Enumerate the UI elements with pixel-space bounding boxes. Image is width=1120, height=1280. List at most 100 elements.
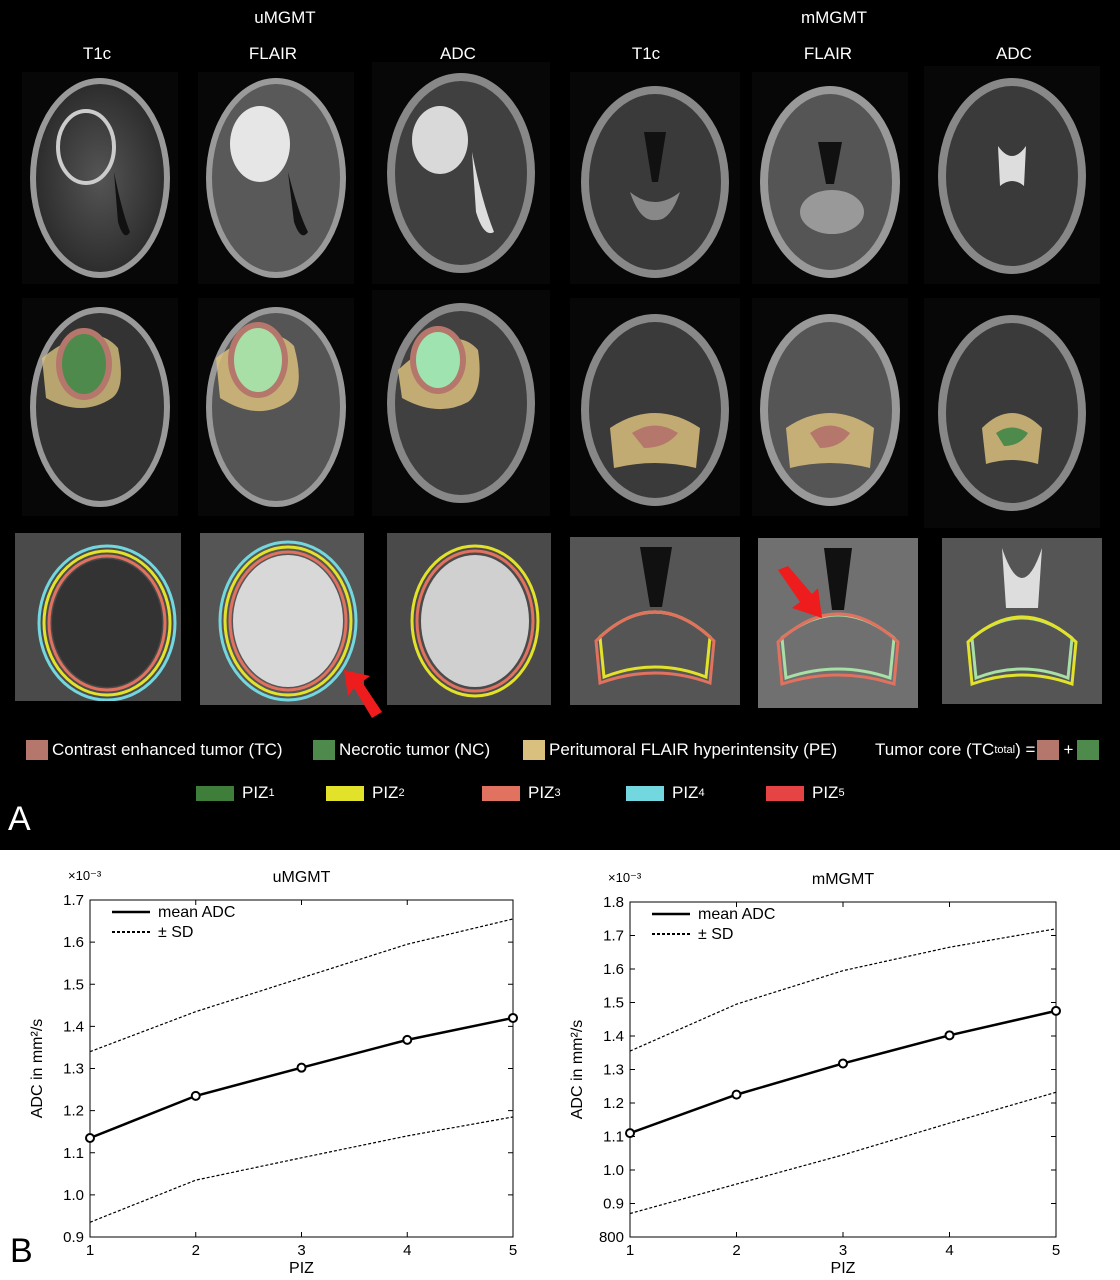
piz-zoom-mmgmt-adc: [942, 538, 1102, 704]
chart0-ylabel: ADC in mm²/s: [29, 1019, 46, 1119]
chart0-xtick-label: 1: [86, 1242, 94, 1259]
chart0-ytick-label: 1.0: [63, 1187, 84, 1204]
chart1-title: mMGMT: [812, 871, 874, 888]
chart0-multiplier: ×10⁻³: [68, 868, 102, 883]
panel-b: 0.9 1.0 1.1 1.2 1.3 1.4 1.5 1.6 1.7 1 2 3 4 5 uMGMT PIZ…: [0, 850, 1120, 1280]
chart0-xtick-label: 2: [192, 1242, 200, 1259]
piz-zoom-mmgmt-flair: [758, 538, 918, 708]
chart1-series-line-1: [629, 928, 1057, 1052]
column-label-adc-m: ADC: [996, 44, 1032, 63]
chart-umgmt: 0.9 1.0 1.1 1.2 1.3 1.4 1.5 1.6 1.7 1 2 3 4 5 uMGMT PIZ…: [29, 868, 518, 1277]
chart0-xtick-label: 5: [509, 1242, 517, 1259]
piz-legend-1: PIZ 1: [196, 783, 275, 803]
piz-zoom-umgmt-adc: [387, 533, 551, 705]
tumor-core-prefix: Tumor core (TC: [875, 740, 995, 759]
piz-swatch-3: [482, 785, 520, 801]
mri-mmgmt-t1c: [570, 72, 740, 284]
tumor-core-swatch-nc: [1077, 740, 1100, 760]
chart1-xtick-label: 4: [945, 1242, 953, 1259]
chart0-ytick-label: 1.2: [63, 1103, 84, 1120]
chart0-xtick-label: 4: [403, 1242, 411, 1259]
chart1-ytick-label: 800: [599, 1229, 624, 1246]
chart0-ytick-label: 1.5: [63, 976, 84, 993]
mri-umgmt-adc-segmented: [372, 290, 550, 516]
chart1-ytick-label: 1.3: [603, 1062, 624, 1079]
tumor-core-plus: +: [1063, 740, 1074, 759]
mri-umgmt-t1c: [22, 72, 178, 284]
piz-label-3: PIZ: [528, 783, 555, 802]
chart1-ytick-label: 1.8: [603, 894, 624, 911]
chart1-ytick-label: 1.2: [603, 1095, 624, 1112]
piz-label-4: PIZ: [672, 783, 699, 802]
chart1-axes-box: [629, 901, 1057, 1238]
piz-legend-2: PIZ 2: [326, 783, 405, 803]
column-label-flair-m: FLAIR: [803, 44, 853, 63]
chart1-ytick-label: 1.7: [603, 928, 624, 945]
legend-label-nc: Necrotic tumor (NC): [339, 740, 491, 759]
chart1-multiplier: ×10⁻³: [608, 870, 642, 885]
piz-sub-4: 4: [698, 787, 705, 799]
chart0-ytick-label: 0.9: [63, 1229, 84, 1246]
chart0-ytick-label: 1.3: [63, 1061, 84, 1078]
chart0-data-point: [402, 1034, 413, 1045]
chart1-ytick-label: 1.0: [603, 1162, 624, 1179]
chart0-legend-label-1: ± SD: [158, 924, 193, 941]
mri-mmgmt-adc: [924, 66, 1100, 284]
chart0-data-point: [296, 1062, 307, 1073]
chart1-ylabel: ADC in mm²/s: [569, 1020, 586, 1120]
piz-sub-5: 5: [838, 787, 845, 799]
chart1-data-point: [625, 1128, 635, 1139]
chart0-data-point: [190, 1090, 201, 1101]
chart1-ytick-label: 1.4: [603, 1028, 624, 1045]
column-label-flair-u: FLAIR: [248, 44, 298, 63]
mri-umgmt-flair-segmented: [198, 298, 354, 516]
red-arrow-icon: [344, 670, 382, 718]
chart1-data-point: [731, 1089, 742, 1100]
column-label-t1c-m: T1c: [631, 44, 661, 63]
chart1-data-point: [944, 1030, 955, 1041]
piz-swatch-4: [626, 785, 664, 801]
chart0-xtick-label: 3: [297, 1242, 305, 1259]
chart0-ytick-label: 1.4: [63, 1018, 84, 1035]
piz-swatch-1: [196, 785, 234, 801]
chart0-title: uMGMT: [273, 869, 331, 886]
chart1-xtick-label: 2: [732, 1242, 740, 1259]
legend-item-tc: Contrast enhanced tumor (TC): [26, 740, 283, 760]
column-label-t1c-u: T1c: [82, 44, 112, 63]
piz-zoom-umgmt-t1c: [15, 533, 181, 701]
tumor-core-swatch-tc: [1037, 740, 1060, 760]
chart0-series-line-1: [89, 918, 514, 1053]
mri-mmgmt-flair-segmented: [752, 298, 908, 516]
group-header-umgmt: uMGMT: [254, 8, 316, 27]
chart1-ytick-label: 1.5: [603, 995, 624, 1012]
piz-sub-2: 2: [398, 787, 405, 799]
red-arrow-icon-2: [778, 566, 822, 618]
piz-label-2: PIZ: [372, 783, 399, 802]
chart0-series-line-0: [89, 1016, 514, 1140]
legend-label-pe: Peritumoral FLAIR hyperintensity (PE): [549, 740, 838, 759]
chart1-data-point: [1051, 1005, 1061, 1016]
panel-a: uMGMT mMGMT T1c FLAIR ADC T1c FLAIR ADC: [0, 0, 1120, 850]
mri-umgmt-flair: [198, 72, 354, 284]
piz-legend-5: PIZ 5: [766, 783, 845, 803]
chart1-legend-label-1: ± SD: [698, 926, 733, 943]
chart1-ytick-label: 0.9: [603, 1196, 624, 1213]
column-label-adc-u: ADC: [440, 44, 476, 63]
chart1-ytick-label: 1.1: [603, 1129, 624, 1146]
chart0-ytick-label: 1.7: [63, 892, 84, 909]
chart1-xtick-label: 3: [839, 1242, 847, 1259]
piz-legend-4: PIZ 4: [626, 783, 705, 803]
chart0-data-point: [508, 1012, 518, 1023]
chart1-ytick-label: 1.6: [603, 961, 624, 978]
mri-mmgmt-t1c-segmented: [570, 298, 740, 516]
chart1-xtick-label: 1: [626, 1242, 634, 1259]
chart0-legend-label-0: mean ADC: [158, 904, 235, 921]
piz-label-1: PIZ: [242, 783, 269, 802]
chart1-series-line-2: [629, 1091, 1057, 1215]
piz-zoom-mmgmt-t1c: [570, 537, 740, 705]
mri-mmgmt-flair: [752, 72, 908, 284]
legend-item-nc: Necrotic tumor (NC): [313, 740, 490, 760]
tumor-core-sub: total: [994, 744, 1016, 756]
group-header-mmgmt: mMGMT: [800, 8, 868, 27]
piz-sub-3: 3: [554, 787, 561, 799]
